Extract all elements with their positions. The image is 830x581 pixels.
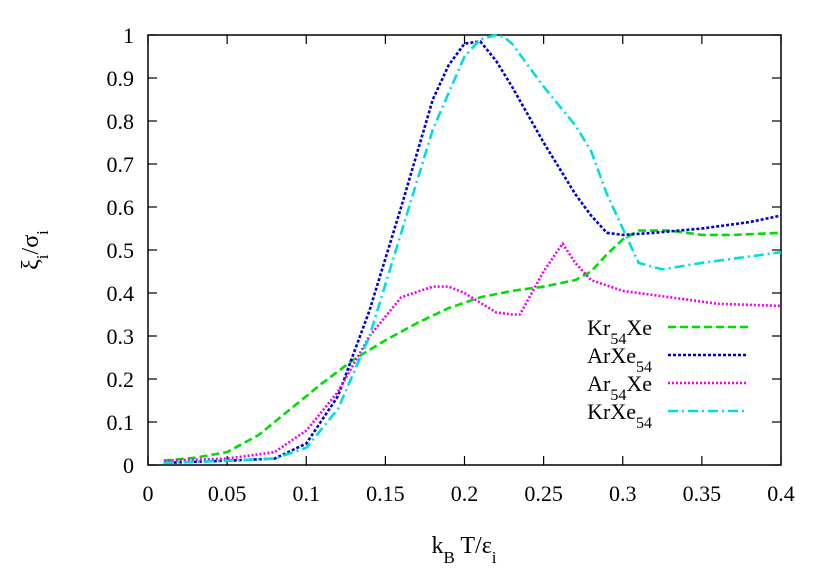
y-tick-label: 0.9 <box>107 66 135 91</box>
axis-ticks <box>147 34 782 466</box>
x-tick-label: 0.25 <box>524 481 563 506</box>
y-tick-label: 0.2 <box>107 367 135 392</box>
y-tick-labels: 0 0.1 0.2 0.3 0.4 0.5 0.6 0.7 0.8 0.9 1 <box>107 23 135 478</box>
y-tick-label: 0.3 <box>107 324 135 349</box>
y-tick-label: 0.7 <box>107 152 135 177</box>
plot-frame <box>147 34 782 466</box>
x-tick-label: 0 <box>143 481 154 506</box>
x-tick-label: 0.3 <box>609 481 637 506</box>
y-tick-label: 0.1 <box>107 410 135 435</box>
x-tick-label: 0.4 <box>767 481 795 506</box>
series-line-3 <box>163 242 782 462</box>
series-line-1 <box>163 229 782 462</box>
x-tick-label: 0.15 <box>366 481 405 506</box>
y-tick-label: 0.8 <box>107 109 135 134</box>
series-line-2 <box>163 40 782 465</box>
y-axis-title: ξi/σi <box>18 230 52 270</box>
y-tick-label: 0 <box>123 453 134 478</box>
x-tick-label: 0.2 <box>451 481 479 506</box>
legend-label-3: Ar54Xe <box>587 371 652 404</box>
x-axis-title: kB T/εi <box>431 533 496 567</box>
legend-label-2: ArXe54 <box>587 343 652 376</box>
legend-label-1: Kr54Xe <box>587 315 652 348</box>
x-tick-label: 0.05 <box>208 481 247 506</box>
y-tick-label: 1 <box>123 23 134 48</box>
legend-label-4: KrXe54 <box>587 399 652 432</box>
y-tick-label: 0.6 <box>107 195 135 220</box>
x-tick-labels: 0 0.05 0.1 0.15 0.2 0.25 0.3 0.35 0.4 <box>143 481 795 506</box>
x-tick-label: 0.35 <box>683 481 722 506</box>
x-tick-label: 0.1 <box>293 481 321 506</box>
y-tick-label: 0.4 <box>107 281 135 306</box>
y-tick-label: 0.5 <box>107 238 135 263</box>
series-line-4 <box>163 33 782 465</box>
series-lines <box>163 33 782 465</box>
